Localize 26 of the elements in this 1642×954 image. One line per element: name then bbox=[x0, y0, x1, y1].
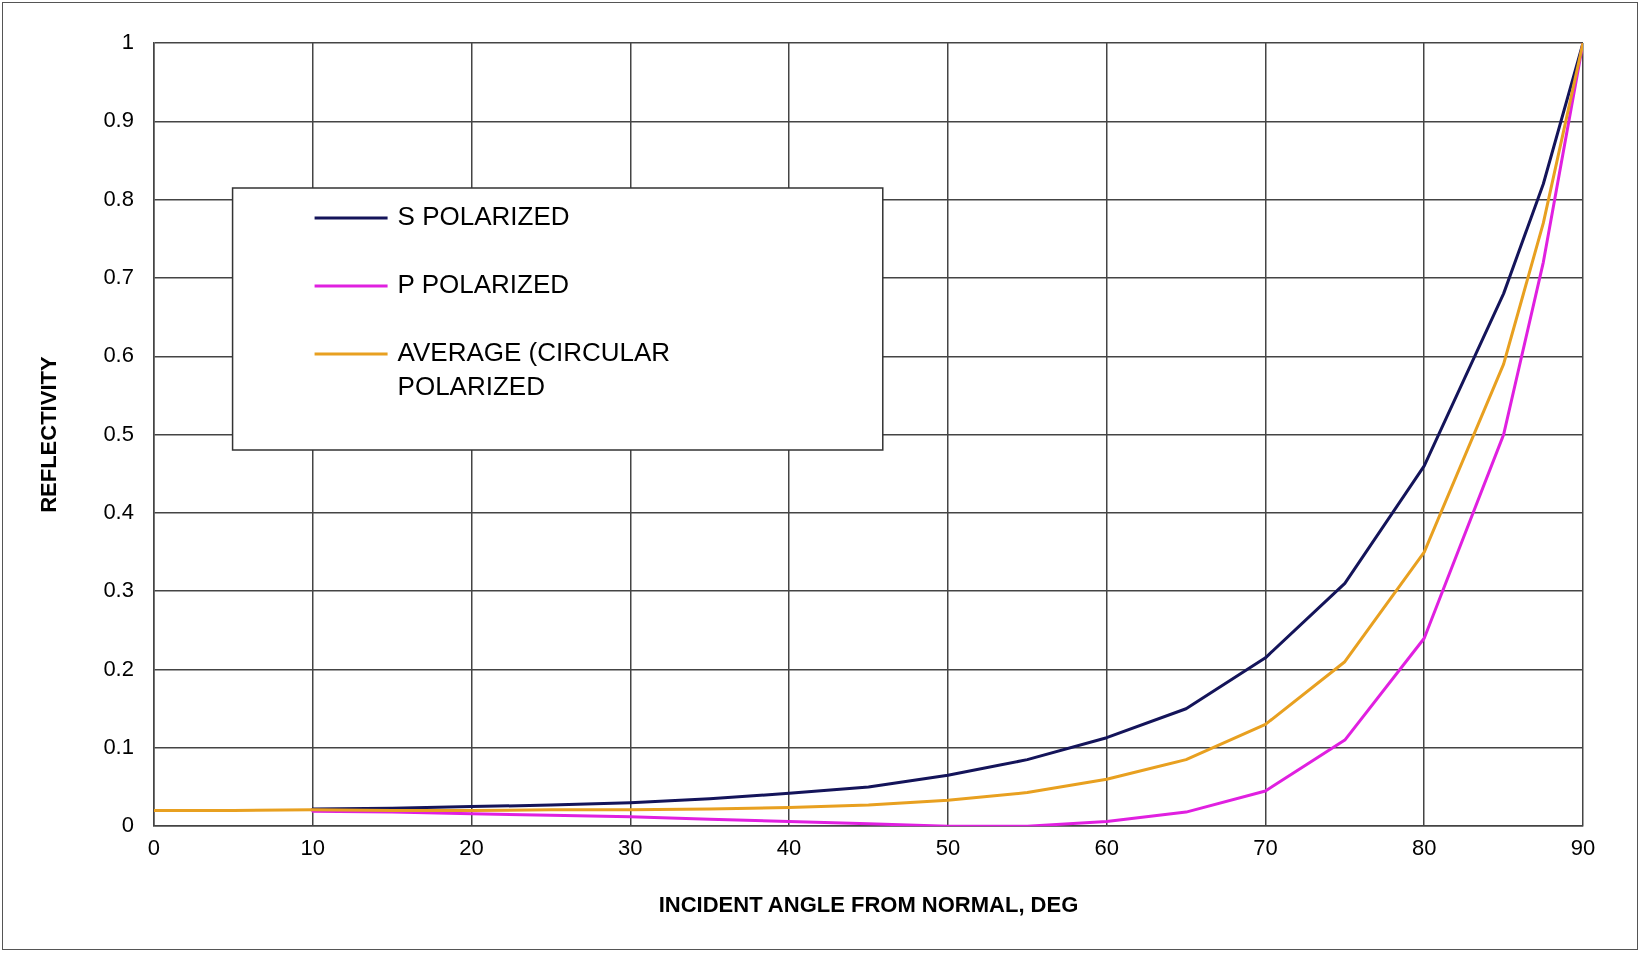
x-tick-label: 70 bbox=[1253, 835, 1278, 861]
y-tick-label: 0.7 bbox=[103, 264, 134, 290]
y-tick-label: 0.6 bbox=[103, 342, 134, 368]
x-axis-title: INCIDENT ANGLE FROM NORMAL, DEG bbox=[658, 891, 1079, 917]
x-tick-label: 60 bbox=[1094, 835, 1119, 861]
y-tick-label: 1 bbox=[121, 29, 134, 55]
legend-label: P POLARIZED bbox=[397, 269, 570, 300]
x-tick-label: 90 bbox=[1570, 835, 1596, 861]
y-tick-label: 0.1 bbox=[103, 733, 134, 759]
y-tick-label: 0.4 bbox=[103, 498, 134, 524]
x-tick-label: 0 bbox=[147, 835, 161, 861]
y-tick-label: 0.2 bbox=[103, 655, 134, 681]
x-tick-label: 80 bbox=[1411, 835, 1437, 861]
legend-label: AVERAGE (CIRCULAR POLARIZED bbox=[397, 337, 671, 402]
y-tick-label: 0.9 bbox=[103, 107, 134, 133]
x-tick-label: 10 bbox=[300, 835, 325, 861]
x-tick-label: 20 bbox=[459, 835, 484, 861]
legend-label: S POLARIZED bbox=[397, 201, 570, 232]
y-tick-label: 0.5 bbox=[103, 420, 134, 446]
y-tick-label: 0.8 bbox=[103, 185, 134, 211]
x-tick-label: 30 bbox=[618, 835, 643, 861]
x-tick-label: 50 bbox=[935, 835, 961, 861]
y-tick-label: 0 bbox=[121, 812, 134, 838]
y-tick-label: 0.3 bbox=[103, 577, 134, 603]
x-tick-label: 40 bbox=[776, 835, 802, 861]
y-axis-title: REFLECTIVITY bbox=[36, 356, 62, 513]
